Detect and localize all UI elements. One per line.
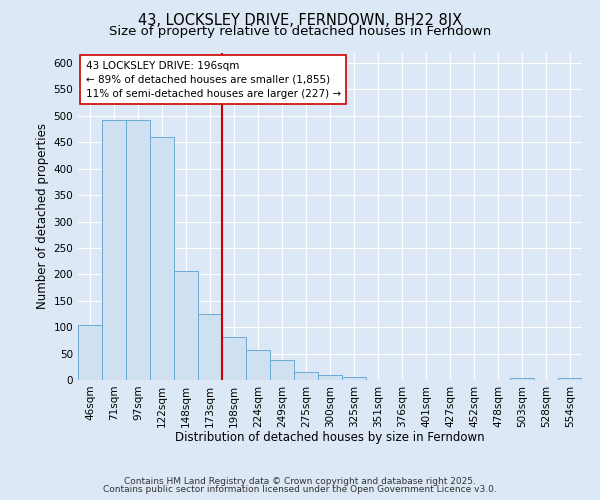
Text: Size of property relative to detached houses in Ferndown: Size of property relative to detached ho… bbox=[109, 25, 491, 38]
Y-axis label: Number of detached properties: Number of detached properties bbox=[36, 123, 49, 309]
Bar bbox=[126, 120, 150, 380]
Bar bbox=[558, 378, 582, 380]
Text: Contains public sector information licensed under the Open Government Licence v3: Contains public sector information licen… bbox=[103, 485, 497, 494]
Bar bbox=[246, 350, 270, 380]
Bar bbox=[318, 374, 342, 380]
Bar bbox=[150, 137, 174, 380]
Bar bbox=[198, 314, 222, 380]
Bar bbox=[270, 360, 294, 380]
Bar bbox=[174, 270, 198, 380]
Bar bbox=[102, 120, 126, 380]
X-axis label: Distribution of detached houses by size in Ferndown: Distribution of detached houses by size … bbox=[175, 431, 485, 444]
Bar bbox=[222, 336, 246, 380]
Bar bbox=[294, 372, 318, 380]
Bar bbox=[78, 324, 102, 380]
Text: 43 LOCKSLEY DRIVE: 196sqm
← 89% of detached houses are smaller (1,855)
11% of se: 43 LOCKSLEY DRIVE: 196sqm ← 89% of detac… bbox=[86, 60, 341, 98]
Bar bbox=[342, 378, 366, 380]
Text: 43, LOCKSLEY DRIVE, FERNDOWN, BH22 8JX: 43, LOCKSLEY DRIVE, FERNDOWN, BH22 8JX bbox=[138, 12, 462, 28]
Bar bbox=[510, 378, 534, 380]
Text: Contains HM Land Registry data © Crown copyright and database right 2025.: Contains HM Land Registry data © Crown c… bbox=[124, 477, 476, 486]
